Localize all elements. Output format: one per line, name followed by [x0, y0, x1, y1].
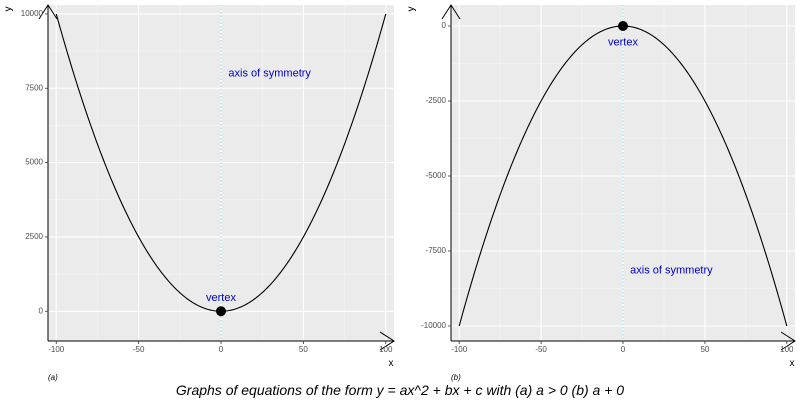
panel-b-y-tick-label: 0: [442, 21, 447, 30]
panel-a-tag: (a): [48, 373, 58, 382]
panel-a-vertex-point: [216, 306, 226, 317]
panel-b-y-axis-title: y: [406, 7, 417, 12]
panel-b-x-axis-title: x: [790, 358, 795, 369]
panel-b-x-tick-label: 0: [621, 345, 626, 354]
panel-a-y-tick-label: 10000: [21, 9, 44, 18]
figure-caption: Graphs of equations of the form y = ax^2…: [176, 382, 624, 398]
panel-b-y-tick-label: -2500: [426, 96, 447, 105]
panel-a-y-tick-label: 0: [39, 306, 44, 315]
panel-a-x-tick-label: -50: [133, 345, 145, 354]
panel-a-y-tick-label: 5000: [25, 158, 43, 167]
panel-a-x-tick-label: 100: [379, 345, 393, 354]
panel-b-y-tick-label: -7500: [426, 246, 447, 255]
panel-b-x-tick-label: -50: [535, 345, 547, 354]
panel-a-x-axis-arrow: [379, 331, 395, 351]
panel-b: vertex axis of symmetry -100 -50 0 50 100-10…: [406, 4, 796, 382]
panel-b-y-tick-label: -5000: [426, 171, 447, 180]
panel-a-y-axis-arrow: [38, 4, 58, 20]
panel-b-x-axis-arrow: [780, 331, 796, 351]
panel-a-x-tick-label: 0: [219, 345, 224, 354]
panel-b-vertex-point: [618, 21, 628, 31]
panel-a: vertex axis of symmetry -100 -50 0 50 100 0 25…: [3, 4, 395, 382]
panel-b-y-tick-label: -10000: [421, 321, 446, 330]
panel-a-y-axis-title: y: [3, 7, 14, 12]
panel-a-x-tick-label: -100: [48, 345, 65, 354]
panel-a-axis-of-symmetry-label: axis of symmetry: [228, 67, 311, 79]
panel-b-axis-of-symmetry-label: axis of symmetry: [630, 264, 713, 276]
panel-b-vertex-label: vertex: [608, 36, 638, 48]
panel-a-vertex-label: vertex: [206, 292, 236, 304]
panel-a-ticks: -100 -50 0 50 100 0 2500 5000 7500 10000: [21, 9, 393, 354]
panel-b-x-tick-label: 50: [700, 345, 709, 354]
panel-a-y-tick-label: 2500: [25, 232, 43, 241]
panel-b-ticks: -100 -50 0 50 100 -10000 -7500 -5000 -2500 0: [421, 21, 794, 354]
panel-a-x-axis-title: x: [389, 358, 394, 369]
panel-b-x-tick-label: 100: [780, 345, 794, 354]
panel-a-y-tick-label: 7500: [25, 83, 43, 92]
panel-a-x-tick-label: 50: [299, 345, 308, 354]
panel-b-tag: (b): [451, 373, 461, 382]
panel-b-x-tick-label: -100: [451, 345, 468, 354]
panel-b-y-axis-arrow: [441, 4, 461, 20]
